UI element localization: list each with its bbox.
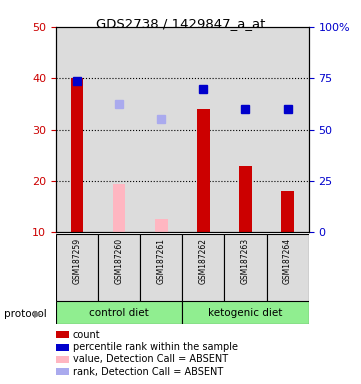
Text: GSM187264: GSM187264 bbox=[283, 238, 292, 284]
Text: GSM187263: GSM187263 bbox=[241, 238, 250, 284]
Text: value, Detection Call = ABSENT: value, Detection Call = ABSENT bbox=[73, 354, 228, 364]
Text: GSM187259: GSM187259 bbox=[73, 238, 82, 284]
Text: count: count bbox=[73, 330, 101, 340]
Bar bbox=[225, 234, 266, 301]
Text: GSM187262: GSM187262 bbox=[199, 238, 208, 284]
Text: ketogenic diet: ketogenic diet bbox=[208, 308, 283, 318]
Text: percentile rank within the sample: percentile rank within the sample bbox=[73, 342, 238, 352]
Bar bbox=[98, 234, 140, 301]
Bar bbox=[56, 301, 182, 324]
Bar bbox=[140, 27, 182, 232]
Text: rank, Detection Call = ABSENT: rank, Detection Call = ABSENT bbox=[73, 367, 223, 377]
Bar bbox=[155, 220, 168, 232]
Bar bbox=[56, 27, 98, 232]
Bar bbox=[140, 234, 182, 301]
Bar bbox=[197, 109, 210, 232]
Bar bbox=[71, 78, 83, 232]
Text: GSM187261: GSM187261 bbox=[157, 238, 166, 284]
Bar bbox=[113, 184, 125, 232]
Bar bbox=[266, 27, 309, 232]
Bar bbox=[182, 301, 309, 324]
Bar bbox=[98, 27, 140, 232]
Bar bbox=[239, 166, 252, 232]
Text: GDS2738 / 1429847_a_at: GDS2738 / 1429847_a_at bbox=[96, 17, 265, 30]
Text: protocol: protocol bbox=[4, 309, 46, 319]
Text: GSM187260: GSM187260 bbox=[115, 238, 123, 284]
Bar bbox=[56, 234, 98, 301]
Text: control diet: control diet bbox=[89, 308, 149, 318]
Bar bbox=[266, 234, 309, 301]
Bar bbox=[225, 27, 266, 232]
Bar bbox=[182, 234, 225, 301]
Bar bbox=[182, 27, 225, 232]
Bar bbox=[281, 191, 294, 232]
Text: ▶: ▶ bbox=[34, 309, 42, 319]
